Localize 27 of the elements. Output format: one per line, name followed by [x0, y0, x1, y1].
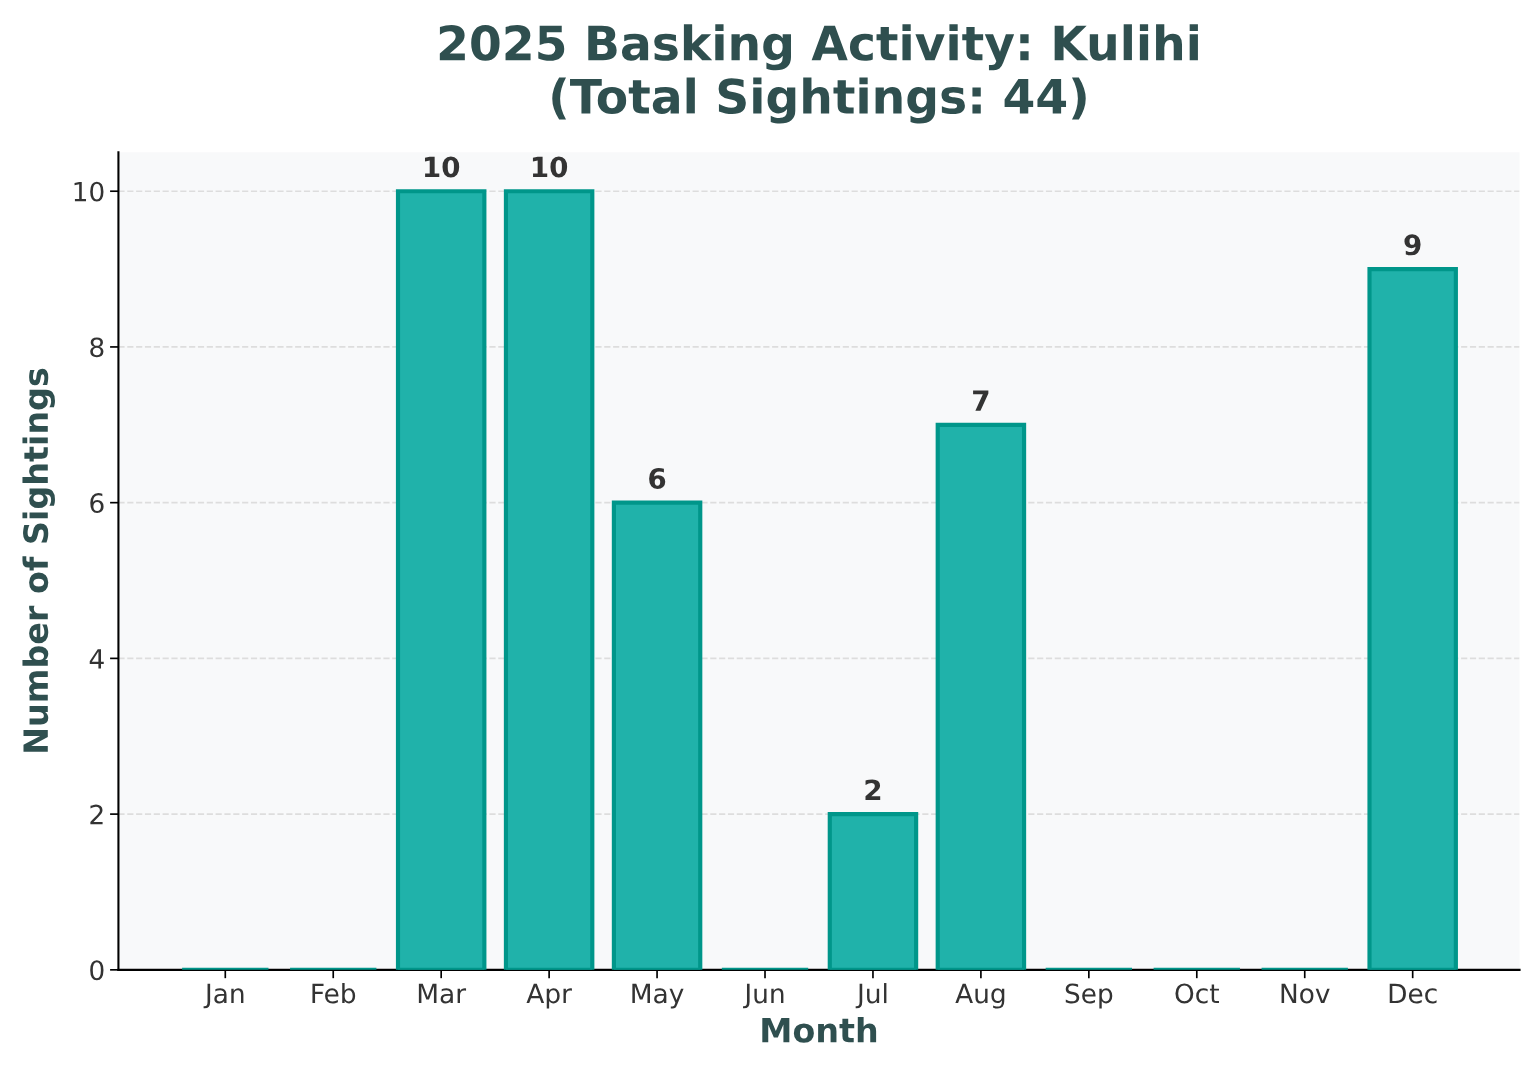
y-tick-label: 4	[89, 649, 104, 669]
data-label: 2	[865, 779, 881, 800]
data-label: 10	[532, 156, 568, 178]
x-tick-label: Feb	[312, 983, 356, 1004]
y-tick-label: 8	[90, 337, 104, 358]
y-tick-label: 10	[74, 181, 104, 202]
x-tick-label: Jan	[203, 983, 244, 1009]
y-tick-label: 6	[90, 493, 104, 514]
data-label: 9	[1404, 234, 1421, 256]
chart-title: 2025 Basking Activity: Kulihi (Total Sightings: 44)	[439, 24, 1198, 124]
x-tick-label: Dec	[1389, 983, 1437, 1004]
x-tick-label: Jul	[855, 983, 887, 1009]
x-tick-label: Aug	[955, 983, 1005, 1009]
y-tick-label: 0	[90, 960, 104, 981]
x-tick-label: Jun	[743, 983, 784, 1009]
x-tick-label: Oct	[1175, 983, 1219, 1004]
x-tick-label: Sep	[1065, 983, 1113, 1009]
y-tick-label: 2	[90, 804, 103, 825]
x-tick-label: May	[632, 983, 684, 1009]
y-axis-title: Number of Sightings	[22, 368, 55, 752]
data-label: 10	[424, 156, 460, 178]
x-axis-title: Month	[762, 1016, 877, 1043]
data-label: 7	[973, 390, 989, 411]
x-tick-label: Apr	[526, 983, 572, 1009]
x-tick-label: Mar	[418, 983, 467, 1004]
x-tick-label: Nov	[1281, 983, 1330, 1004]
data-label: 6	[649, 467, 666, 489]
